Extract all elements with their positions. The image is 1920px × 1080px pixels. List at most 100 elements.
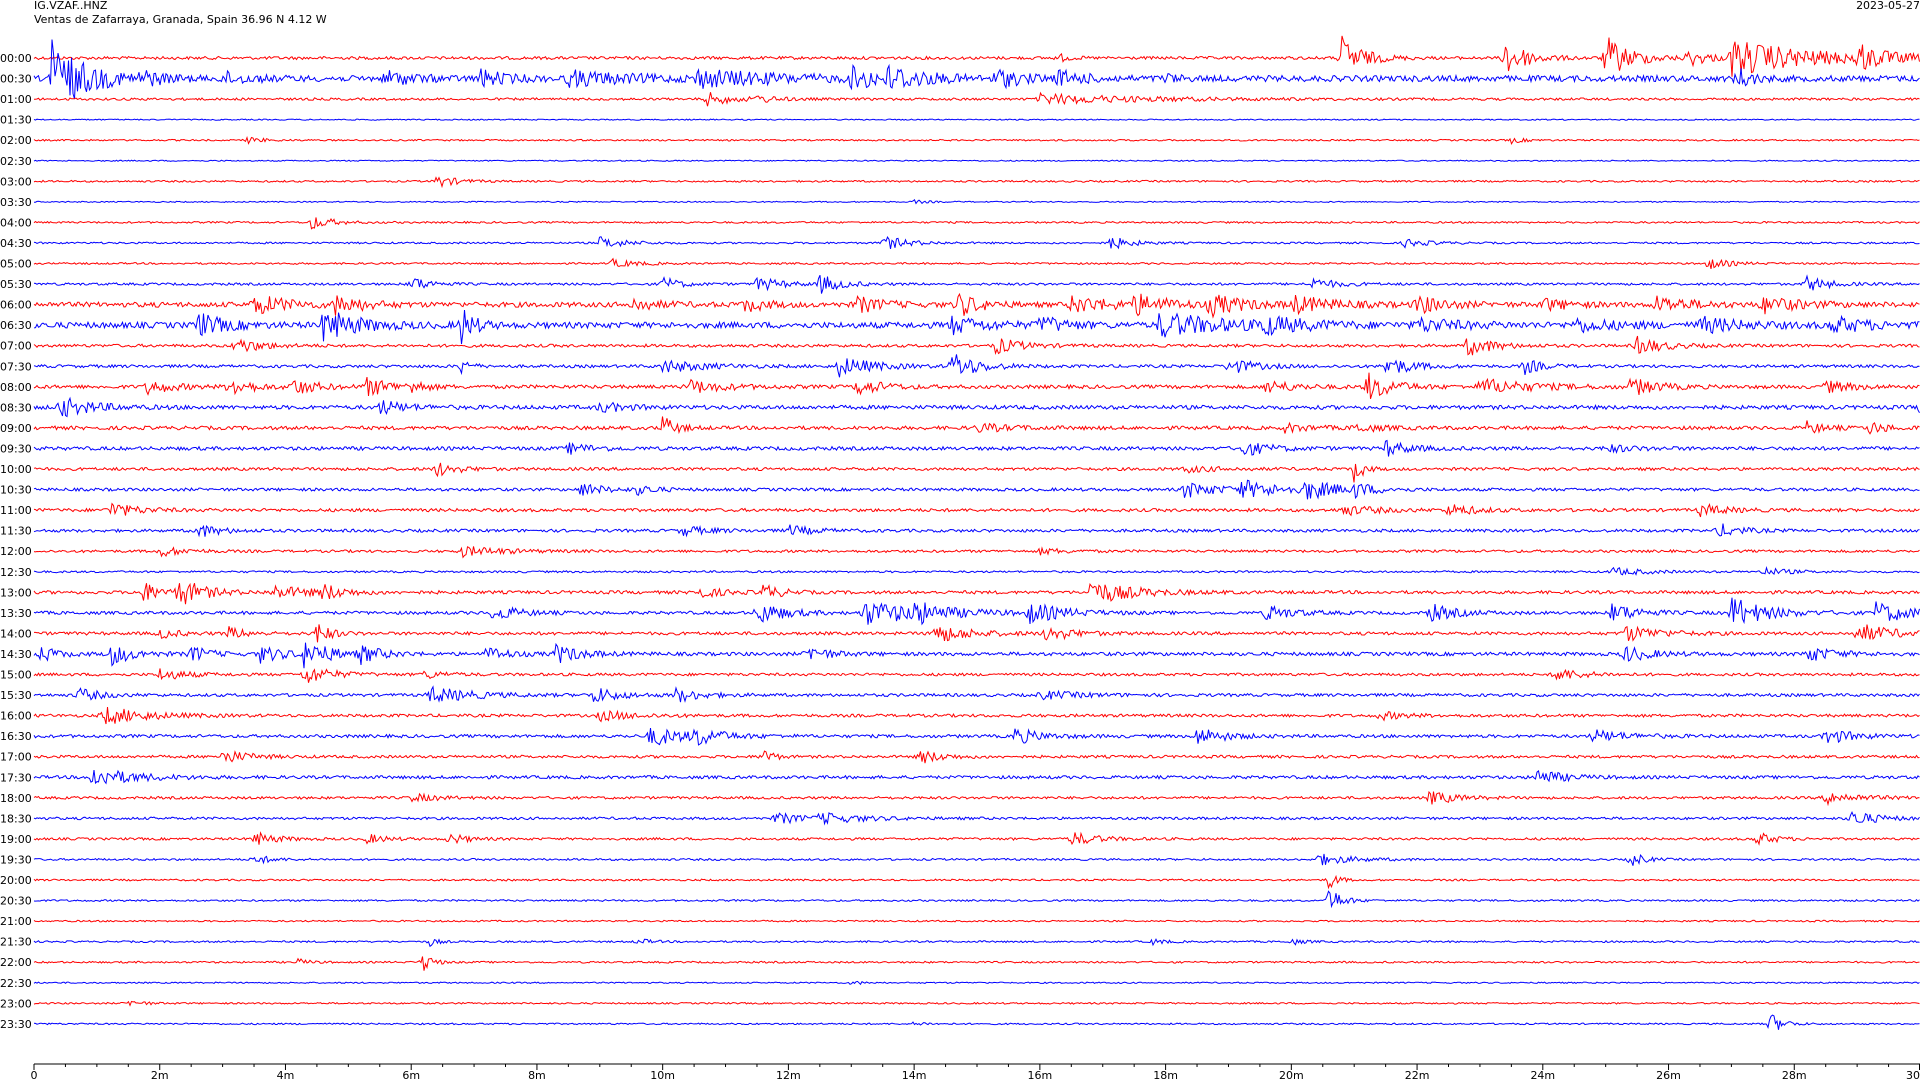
row-label: 22:30 xyxy=(0,977,32,990)
trace-0430 xyxy=(33,236,1920,250)
row-label: 09:30 xyxy=(0,442,32,455)
row-label: 18:00 xyxy=(0,792,32,805)
trace-1830 xyxy=(33,810,1920,826)
trace-0600 xyxy=(33,292,1920,319)
row-label: 21:00 xyxy=(0,915,32,928)
row-label: 11:30 xyxy=(0,525,32,538)
trace-1500 xyxy=(33,668,1920,683)
trace-1330 xyxy=(33,597,1920,626)
x-tick-label: 24m xyxy=(1530,1069,1555,1080)
trace-0930 xyxy=(33,439,1920,457)
row-label: 16:00 xyxy=(0,710,32,723)
trace-0300 xyxy=(33,176,1920,189)
row-label: 16:30 xyxy=(0,730,32,743)
trace-1730 xyxy=(33,769,1920,785)
trace-1000 xyxy=(33,462,1920,483)
row-label: 17:30 xyxy=(0,771,32,784)
row-label: 23:30 xyxy=(0,1018,32,1031)
trace-0200 xyxy=(33,135,1920,146)
row-label: 05:00 xyxy=(0,258,32,271)
trace-2000 xyxy=(33,874,1920,890)
station-location: Ventas de Zafarraya, Granada, Spain 36.9… xyxy=(34,13,327,26)
row-label: 06:30 xyxy=(0,319,32,332)
trace-0700 xyxy=(33,335,1920,356)
row-label: 19:00 xyxy=(0,833,32,846)
trace-2100 xyxy=(33,919,1920,923)
row-label: 08:30 xyxy=(0,401,32,414)
row-label: 09:00 xyxy=(0,422,32,435)
trace-0800 xyxy=(33,372,1920,399)
x-axis: 0 2m 4m 6m 8m 10m 12m 14m 16m 18m 20m 22m 24m 26m 28m 3… xyxy=(31,1063,1920,1080)
x-tick-label: 26m xyxy=(1656,1069,1681,1080)
row-label: 01:30 xyxy=(0,114,32,127)
row-label: 20:00 xyxy=(0,874,32,887)
row-label: 02:00 xyxy=(0,134,32,147)
row-label: 08:00 xyxy=(0,381,32,394)
x-tick-label: 0 xyxy=(31,1069,38,1080)
trace-1300 xyxy=(33,582,1920,605)
row-label: 22:00 xyxy=(0,956,32,969)
trace-0100 xyxy=(33,91,1920,107)
row-label: 21:30 xyxy=(0,936,32,949)
row-label: 15:30 xyxy=(0,689,32,702)
x-tick-label: 10m xyxy=(650,1069,675,1080)
row-label: 14:30 xyxy=(0,648,32,661)
row-label: 19:30 xyxy=(0,853,32,866)
trace-1400 xyxy=(34,624,1920,643)
x-tick-label: 18m xyxy=(1153,1069,1178,1080)
trace-2230 xyxy=(33,980,1920,986)
trace-layer xyxy=(33,35,1920,1030)
row-label: 18:30 xyxy=(0,812,32,825)
trace-1600 xyxy=(33,707,1920,725)
x-tick-label: 20m xyxy=(1279,1069,1304,1080)
trace-0630 xyxy=(33,309,1920,344)
trace-1430 xyxy=(33,642,1920,669)
trace-0830 xyxy=(33,396,1920,418)
row-label: 10:30 xyxy=(0,484,32,497)
trace-0400 xyxy=(33,217,1920,230)
trace-1530 xyxy=(33,685,1920,703)
x-tick-label: 30 xyxy=(1906,1069,1920,1080)
row-label: 00:30 xyxy=(0,73,32,86)
row-label: 01:00 xyxy=(0,93,32,106)
row-label: 13:30 xyxy=(0,607,32,620)
x-tick-label: 2m xyxy=(151,1069,169,1080)
trace-0900 xyxy=(33,416,1920,435)
record-date: 2023-05-27 xyxy=(1856,0,1920,12)
trace-1230 xyxy=(33,565,1920,576)
row-label: 10:00 xyxy=(0,463,32,476)
trace-2200 xyxy=(33,956,1920,971)
trace-0500 xyxy=(33,257,1920,270)
row-label: 20:30 xyxy=(0,895,32,908)
x-tick-label: 4m xyxy=(277,1069,295,1080)
trace-1200 xyxy=(33,546,1920,559)
row-label: 04:30 xyxy=(0,237,32,250)
row-label: 03:30 xyxy=(0,196,32,209)
row-label: 11:00 xyxy=(0,504,32,517)
trace-2330 xyxy=(33,1014,1920,1030)
trace-0730 xyxy=(33,354,1920,378)
x-tick-label: 22m xyxy=(1405,1069,1430,1080)
trace-0530 xyxy=(33,274,1920,294)
row-label: 14:00 xyxy=(0,627,32,640)
row-label: 00:00 xyxy=(0,52,32,65)
row-label: 12:00 xyxy=(0,545,32,558)
x-tick-label: 14m xyxy=(902,1069,927,1080)
row-label: 12:30 xyxy=(0,566,32,579)
row-label: 13:00 xyxy=(0,586,32,599)
row-label: 07:30 xyxy=(0,360,32,373)
x-tick-label: 12m xyxy=(776,1069,801,1080)
x-tick-label: 6m xyxy=(402,1069,420,1080)
x-tick-label: 28m xyxy=(1782,1069,1807,1080)
row-label: 23:00 xyxy=(0,997,32,1010)
row-label: 05:30 xyxy=(0,278,32,291)
trace-1800 xyxy=(33,790,1920,807)
station-code: IG.VZAF..HNZ xyxy=(34,0,108,12)
row-label: 02:30 xyxy=(0,155,32,168)
trace-1930 xyxy=(33,853,1920,866)
trace-0230 xyxy=(33,159,1920,162)
row-label: 04:00 xyxy=(0,216,32,229)
trace-2300 xyxy=(33,1000,1920,1007)
row-label: 03:00 xyxy=(0,175,32,188)
